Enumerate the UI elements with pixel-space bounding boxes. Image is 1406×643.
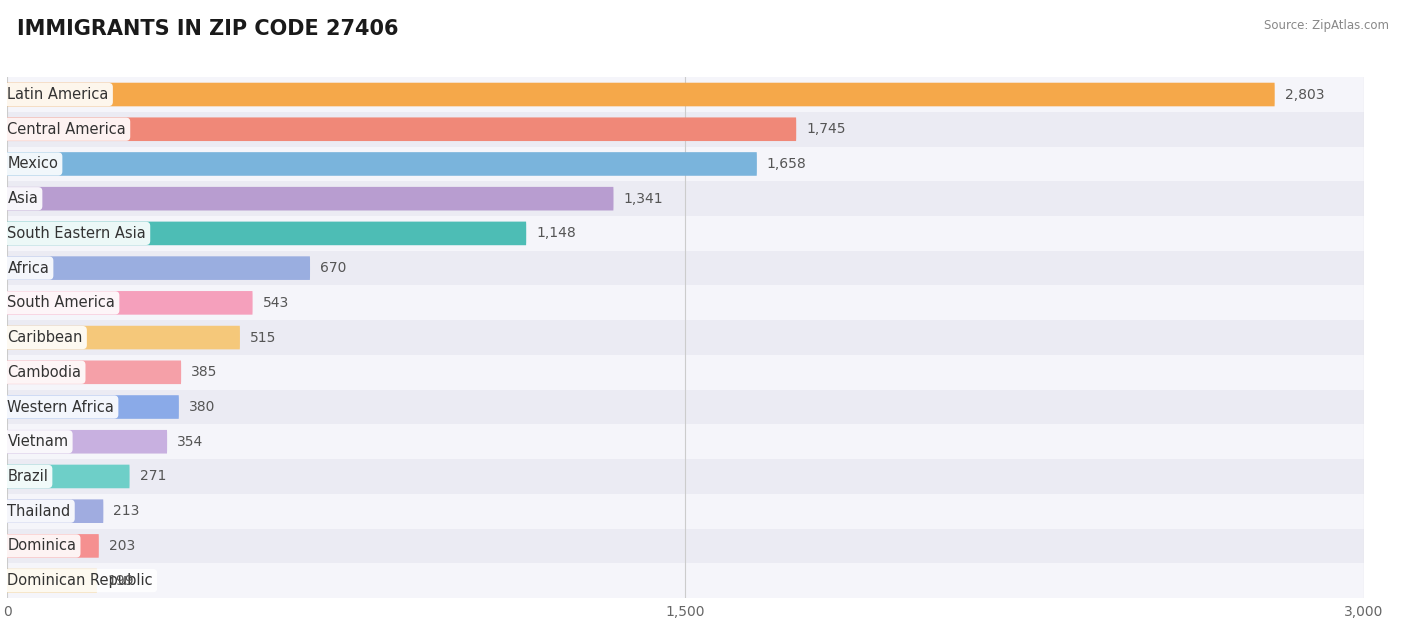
Text: Source: ZipAtlas.com: Source: ZipAtlas.com (1264, 19, 1389, 32)
Text: 543: 543 (263, 296, 288, 310)
FancyBboxPatch shape (7, 500, 104, 523)
Text: Central America: Central America (7, 122, 127, 137)
FancyBboxPatch shape (7, 390, 1364, 424)
FancyBboxPatch shape (7, 257, 311, 280)
FancyBboxPatch shape (7, 285, 1364, 320)
FancyBboxPatch shape (7, 251, 1364, 285)
FancyBboxPatch shape (7, 147, 1364, 181)
Text: 1,148: 1,148 (536, 226, 576, 240)
FancyBboxPatch shape (7, 77, 1364, 112)
FancyBboxPatch shape (7, 152, 756, 176)
Text: IMMIGRANTS IN ZIP CODE 27406: IMMIGRANTS IN ZIP CODE 27406 (17, 19, 398, 39)
FancyBboxPatch shape (7, 424, 1364, 459)
FancyBboxPatch shape (7, 320, 1364, 355)
Text: Asia: Asia (7, 191, 38, 206)
FancyBboxPatch shape (7, 118, 796, 141)
FancyBboxPatch shape (7, 355, 1364, 390)
Text: 1,658: 1,658 (766, 157, 807, 171)
Text: Caribbean: Caribbean (7, 330, 83, 345)
Text: 199: 199 (107, 574, 134, 588)
FancyBboxPatch shape (7, 529, 1364, 563)
FancyBboxPatch shape (7, 187, 613, 210)
Text: 670: 670 (321, 261, 346, 275)
Text: Vietnam: Vietnam (7, 434, 69, 449)
Text: 271: 271 (139, 469, 166, 484)
FancyBboxPatch shape (7, 395, 179, 419)
Text: Brazil: Brazil (7, 469, 48, 484)
Text: 380: 380 (188, 400, 215, 414)
FancyBboxPatch shape (7, 216, 1364, 251)
FancyBboxPatch shape (7, 430, 167, 453)
FancyBboxPatch shape (7, 563, 1364, 598)
FancyBboxPatch shape (7, 569, 97, 592)
FancyBboxPatch shape (7, 112, 1364, 147)
FancyBboxPatch shape (7, 222, 526, 245)
Text: 213: 213 (114, 504, 139, 518)
Text: Africa: Africa (7, 260, 49, 276)
Text: Latin America: Latin America (7, 87, 108, 102)
Text: 385: 385 (191, 365, 218, 379)
FancyBboxPatch shape (7, 83, 1275, 106)
FancyBboxPatch shape (7, 459, 1364, 494)
FancyBboxPatch shape (7, 291, 253, 314)
Text: Western Africa: Western Africa (7, 399, 114, 415)
Text: 203: 203 (108, 539, 135, 553)
Text: 515: 515 (250, 331, 276, 345)
Text: 354: 354 (177, 435, 204, 449)
Text: South America: South America (7, 295, 115, 311)
FancyBboxPatch shape (7, 326, 240, 349)
Text: Mexico: Mexico (7, 156, 58, 172)
FancyBboxPatch shape (7, 534, 98, 557)
Text: 2,803: 2,803 (1285, 87, 1324, 102)
Text: South Eastern Asia: South Eastern Asia (7, 226, 146, 241)
Text: 1,341: 1,341 (623, 192, 664, 206)
FancyBboxPatch shape (7, 361, 181, 384)
Text: Dominican Republic: Dominican Republic (7, 573, 153, 588)
Text: Thailand: Thailand (7, 503, 70, 519)
Text: Cambodia: Cambodia (7, 365, 82, 380)
FancyBboxPatch shape (7, 465, 129, 488)
FancyBboxPatch shape (7, 494, 1364, 529)
Text: Dominica: Dominica (7, 538, 76, 554)
FancyBboxPatch shape (7, 181, 1364, 216)
Text: 1,745: 1,745 (806, 122, 845, 136)
